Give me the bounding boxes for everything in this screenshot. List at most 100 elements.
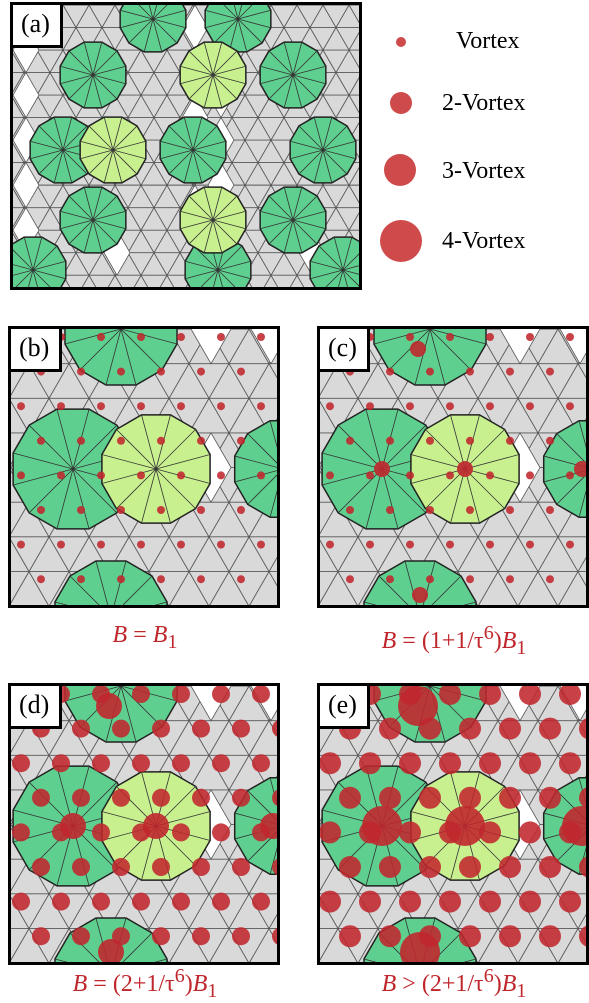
dodecagon-green — [363, 560, 477, 605]
legend-vortex-label: Vortex — [456, 28, 520, 54]
vortex — [197, 506, 205, 514]
vortex — [366, 402, 374, 411]
vortex — [12, 823, 30, 842]
vortex — [212, 892, 230, 911]
vortex — [386, 436, 394, 445]
vortex — [112, 858, 130, 876]
vortex — [217, 333, 225, 341]
vortex — [499, 717, 521, 740]
dodecagon-green — [373, 329, 487, 386]
vortex — [37, 506, 45, 514]
vortex — [32, 927, 50, 946]
panel-label-c: (c) — [320, 329, 370, 372]
panel-e: (e) — [317, 683, 589, 965]
vortex — [546, 575, 554, 584]
vortex — [112, 788, 130, 807]
multi-vortex — [362, 806, 402, 846]
vortex — [566, 540, 574, 549]
vortex — [466, 367, 474, 376]
vortex — [406, 540, 414, 549]
vortex — [197, 575, 205, 584]
vortex — [539, 717, 561, 740]
vortex — [439, 686, 461, 705]
vortex — [272, 928, 277, 945]
vortex — [17, 402, 25, 411]
vortex — [92, 892, 110, 911]
vortex — [386, 575, 394, 584]
vortex — [486, 540, 494, 549]
vortex — [346, 436, 354, 445]
vortex — [137, 471, 145, 480]
vortex — [272, 789, 277, 806]
vortex — [197, 367, 205, 376]
vortex — [157, 367, 165, 376]
legend-3-vortex-dot — [384, 154, 416, 186]
vortex — [152, 858, 170, 876]
vortex — [137, 333, 145, 341]
vortex — [519, 890, 541, 913]
dodecagon-lightgreen — [179, 41, 247, 109]
panel-a: (a) — [10, 2, 362, 290]
vortex — [559, 890, 581, 913]
vortex — [272, 720, 277, 737]
vortex — [257, 402, 265, 411]
vortex — [519, 752, 541, 775]
vortex — [77, 506, 85, 514]
panel-d: (d) — [8, 683, 280, 965]
vortex — [559, 752, 581, 775]
vortex — [399, 821, 421, 844]
vortex — [379, 925, 401, 948]
vortex — [257, 471, 265, 480]
vortex — [439, 890, 461, 913]
vortex — [217, 540, 225, 549]
vortex — [459, 717, 481, 740]
vortex — [566, 471, 574, 480]
vortex — [137, 540, 145, 549]
vortex — [459, 925, 481, 948]
vortex — [326, 402, 334, 411]
multi-vortex — [400, 932, 440, 962]
vortex — [237, 367, 245, 376]
multi-vortex — [410, 341, 426, 357]
dodecagon-green — [13, 236, 67, 287]
vortex — [446, 471, 454, 480]
vortex — [12, 754, 30, 773]
dodecagon-green — [259, 186, 327, 254]
dodecagon-green — [59, 186, 127, 254]
multi-vortex — [143, 813, 169, 839]
caption-c: B = (1+1/τ6)B1 — [381, 622, 527, 659]
vortex — [506, 575, 514, 584]
tiling-b — [11, 329, 280, 605]
vortex — [192, 788, 210, 807]
vortex — [406, 471, 414, 480]
panel-label-d: (d) — [11, 686, 63, 729]
vortex — [97, 402, 105, 411]
vortex — [277, 506, 280, 514]
dodecagon-green — [54, 560, 168, 605]
vortex — [152, 719, 170, 738]
vortex — [466, 436, 474, 445]
vortex — [366, 471, 374, 480]
vortex — [446, 540, 454, 549]
vortex — [152, 927, 170, 946]
vortex — [57, 402, 65, 411]
dodecagon-lightgreen — [101, 414, 211, 524]
vortex — [12, 892, 30, 911]
vortex — [192, 927, 210, 946]
vortex — [499, 925, 521, 948]
vortex — [579, 925, 586, 947]
vortex — [97, 333, 105, 341]
vortex — [217, 471, 225, 480]
vortex — [72, 788, 90, 807]
dodecagon-green — [289, 116, 357, 184]
vortex — [359, 752, 381, 775]
vortex — [177, 402, 185, 411]
vortex — [212, 754, 230, 773]
vortex — [132, 686, 150, 703]
vortex — [177, 471, 185, 480]
vortex — [17, 471, 25, 480]
vortex — [117, 367, 125, 376]
vortex — [212, 823, 230, 842]
vortex — [72, 927, 90, 946]
vortex — [426, 436, 434, 445]
